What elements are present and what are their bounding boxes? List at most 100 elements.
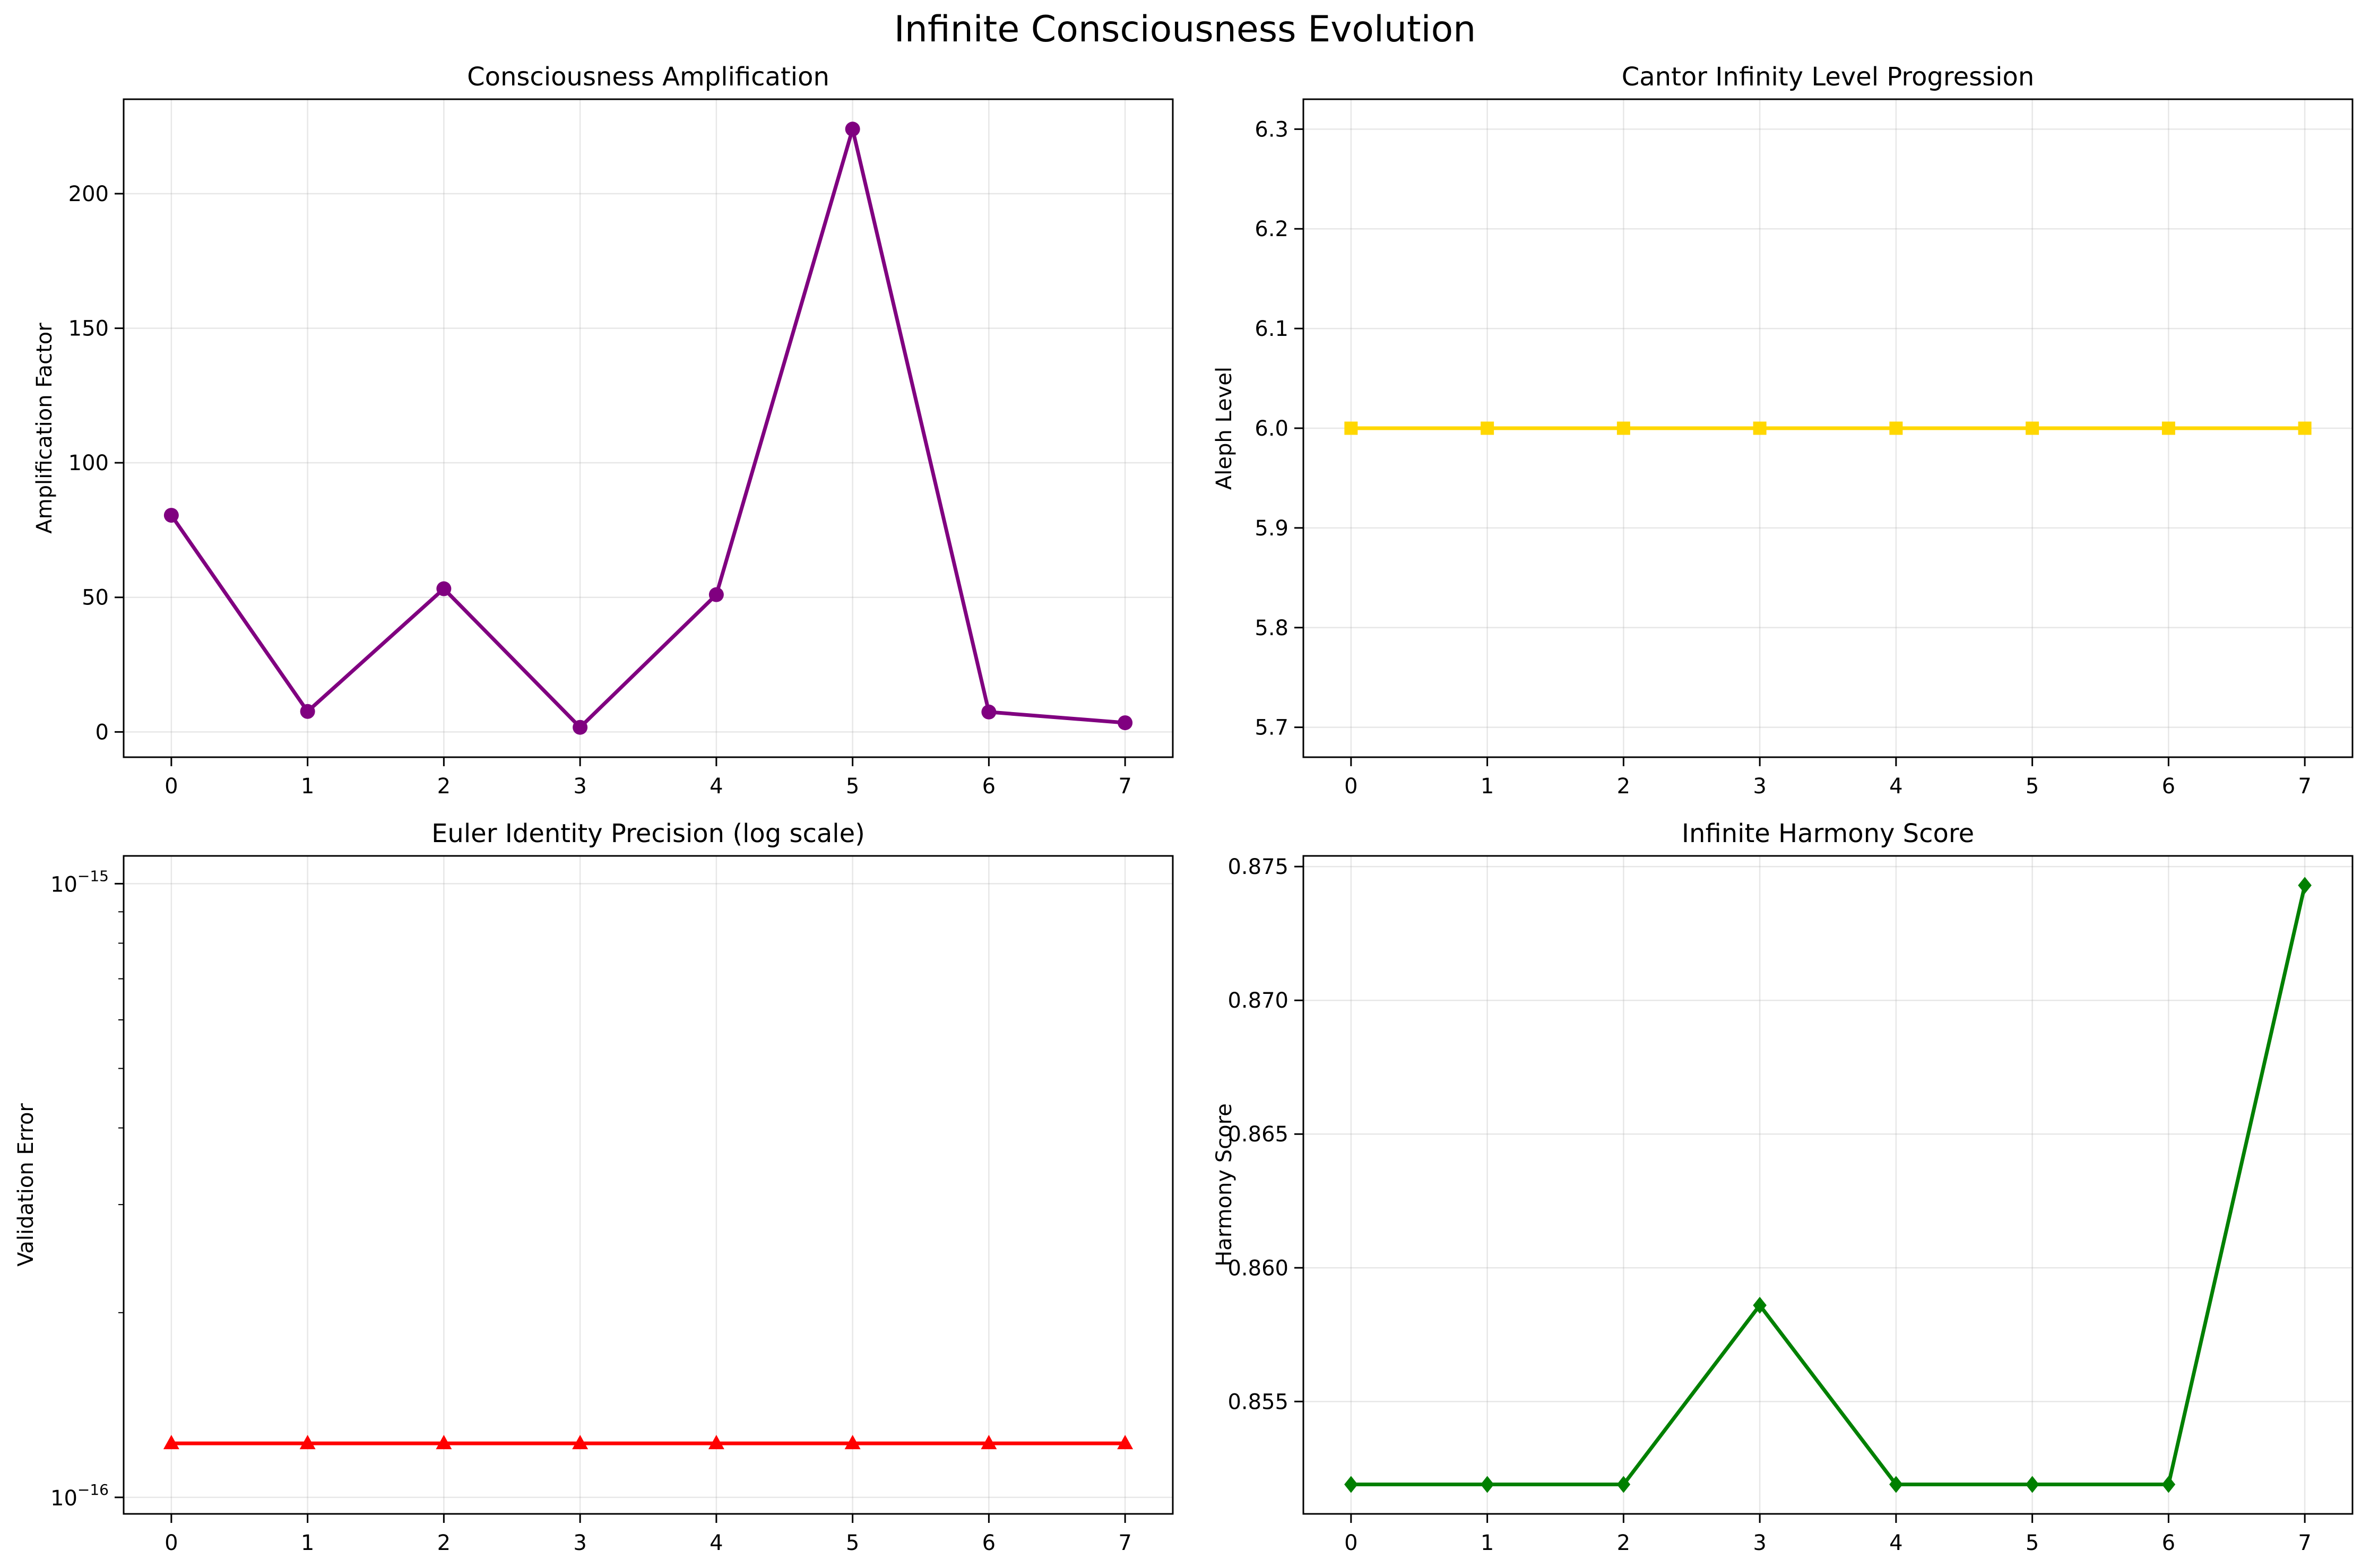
y-axis-label-cantor-infinity: Aleph Level bbox=[1212, 367, 1236, 490]
y-axis-label-consciousness-amplification: Amplification Factor bbox=[32, 323, 57, 534]
data-point bbox=[163, 1435, 179, 1450]
chart-title-consciousness-amplification: Consciousness Amplification bbox=[467, 62, 829, 92]
series-line-harmony-score bbox=[1351, 885, 2307, 1487]
y-tick-label: 6.3 bbox=[1255, 117, 1288, 142]
x-tick-label: 2 bbox=[1617, 1531, 1630, 1555]
data-point bbox=[2161, 421, 2175, 435]
data-point bbox=[981, 1435, 997, 1450]
panel-consciousness-amplification: 0 1 2 3 4 5 6 7 0 50 100 150 200 Consciousness Amplif… bbox=[32, 62, 1174, 799]
x-tick-label: 1 bbox=[1481, 1531, 1494, 1555]
y-axis-label-euler-precision: Validation Error bbox=[14, 1103, 38, 1267]
chart-title-harmony-score: Infinite Harmony Score bbox=[1682, 819, 1974, 848]
y-tick-label: 5.9 bbox=[1255, 516, 1288, 541]
data-point bbox=[845, 122, 860, 137]
axes-frame-harmony-score bbox=[1302, 855, 2354, 1515]
data-point bbox=[1481, 421, 1494, 435]
data-point bbox=[2026, 421, 2039, 435]
x-tick-label: 0 bbox=[165, 1531, 178, 1555]
chart-title-cantor-infinity: Cantor Infinity Level Progression bbox=[1622, 62, 2035, 92]
data-point bbox=[2298, 877, 2312, 894]
panel-cantor-infinity: 0 1 2 3 4 5 6 7 5.7 5.8 5.9 6.0 6.1 6.2 6.3 Cantor Infi… bbox=[1212, 62, 2354, 799]
y-tick-label: 0.875 bbox=[1227, 855, 1288, 879]
x-tick-label: 6 bbox=[982, 774, 996, 799]
x-tick-label: 3 bbox=[1753, 774, 1766, 799]
data-point bbox=[1118, 715, 1133, 731]
x-tick-label: 1 bbox=[301, 1531, 314, 1555]
data-point bbox=[1344, 421, 1358, 435]
y-tick-label: 0.855 bbox=[1227, 1390, 1288, 1414]
x-tick-label: 4 bbox=[1889, 1531, 1902, 1555]
grid-euler-precision bbox=[124, 856, 1173, 1514]
x-tick-label: 6 bbox=[2162, 1531, 2175, 1555]
data-point bbox=[2298, 421, 2312, 435]
y-tick-label: 150 bbox=[68, 317, 109, 341]
y-axis-label-harmony-score: Harmony Score bbox=[1212, 1103, 1236, 1267]
y-tick-label: 5.7 bbox=[1255, 716, 1288, 740]
data-point bbox=[299, 1435, 316, 1450]
x-tick-label: 6 bbox=[982, 1531, 996, 1555]
grid-harmony-score bbox=[1303, 856, 2352, 1514]
panel-harmony-score: 0 1 2 3 4 5 6 7 0.855 0.860 0.865 0.870 0.875 Infinit… bbox=[1212, 819, 2354, 1555]
data-point bbox=[981, 704, 997, 720]
x-tick-label: 2 bbox=[437, 1531, 451, 1555]
x-tick-label: 2 bbox=[437, 774, 451, 799]
x-tick-label: 4 bbox=[1889, 774, 1902, 799]
chart-title-euler-precision: Euler Identity Precision (log scale) bbox=[431, 819, 865, 848]
x-tick-label: 0 bbox=[1344, 774, 1357, 799]
x-tick-label: 7 bbox=[1118, 774, 1131, 799]
axes-frame-cantor-infinity bbox=[1302, 98, 2354, 758]
data-point bbox=[436, 1435, 452, 1450]
axes-frame-euler-precision bbox=[123, 855, 1174, 1515]
x-tick-label: 2 bbox=[1617, 774, 1630, 799]
y-tick-label: 100 bbox=[68, 451, 109, 475]
data-point bbox=[1616, 421, 1630, 435]
x-tick-label: 7 bbox=[2298, 774, 2311, 799]
figure-title: Infinite Consciousness Evolution bbox=[894, 8, 1476, 50]
data-point bbox=[436, 581, 452, 596]
y-tick-label: 10−15 bbox=[50, 867, 109, 897]
panel-euler-precision: 0 1 2 3 4 5 6 7 10−16 10−15 Euler Identity Precisi… bbox=[14, 819, 1174, 1555]
y-tick-label: 6.2 bbox=[1255, 217, 1288, 241]
y-tick-label: 5.8 bbox=[1255, 616, 1288, 640]
x-tick-label: 7 bbox=[2298, 1531, 2311, 1555]
x-tick-label: 3 bbox=[573, 774, 586, 799]
data-point bbox=[708, 1435, 724, 1450]
y-tick-label: 0.865 bbox=[1227, 1122, 1288, 1147]
x-tick-label: 5 bbox=[2026, 774, 2039, 799]
data-point bbox=[163, 508, 179, 523]
x-tick-label: 5 bbox=[846, 1531, 859, 1555]
y-tick-label: 0.870 bbox=[1227, 989, 1288, 1013]
data-point bbox=[2025, 1476, 2039, 1493]
y-tick-label: 200 bbox=[68, 182, 109, 206]
x-tick-label: 5 bbox=[846, 774, 859, 799]
data-point bbox=[1616, 1476, 1631, 1493]
x-tick-label: 0 bbox=[1344, 1531, 1357, 1555]
y-tick-label: 0.860 bbox=[1227, 1256, 1288, 1280]
x-tick-label: 1 bbox=[301, 774, 314, 799]
data-point bbox=[1117, 1435, 1134, 1450]
x-tick-label: 3 bbox=[1753, 1531, 1766, 1555]
x-tick-label: 1 bbox=[1481, 774, 1494, 799]
data-point bbox=[1344, 1476, 1358, 1493]
data-point bbox=[1753, 421, 1767, 435]
data-point bbox=[708, 587, 724, 602]
y-tick-label: 6.1 bbox=[1255, 317, 1288, 341]
x-tick-label: 5 bbox=[2026, 1531, 2039, 1555]
y-tick-label: 50 bbox=[82, 586, 109, 610]
grid-consciousness-amplification bbox=[124, 99, 1173, 757]
series-line-consciousness-amplification bbox=[169, 127, 1126, 730]
y-tick-label: 6.0 bbox=[1255, 417, 1288, 441]
x-tick-label: 0 bbox=[165, 774, 178, 799]
data-point bbox=[573, 720, 588, 735]
y-tick-label: 0 bbox=[96, 720, 109, 744]
data-point bbox=[300, 704, 315, 719]
x-tick-label: 7 bbox=[1118, 1531, 1131, 1555]
x-tick-label: 3 bbox=[573, 1531, 586, 1555]
x-tick-label: 6 bbox=[2162, 774, 2175, 799]
x-tick-label: 4 bbox=[710, 1531, 723, 1555]
data-point bbox=[1889, 421, 1903, 435]
y-tick-label: 10−16 bbox=[50, 1481, 109, 1511]
data-point bbox=[844, 1435, 861, 1450]
